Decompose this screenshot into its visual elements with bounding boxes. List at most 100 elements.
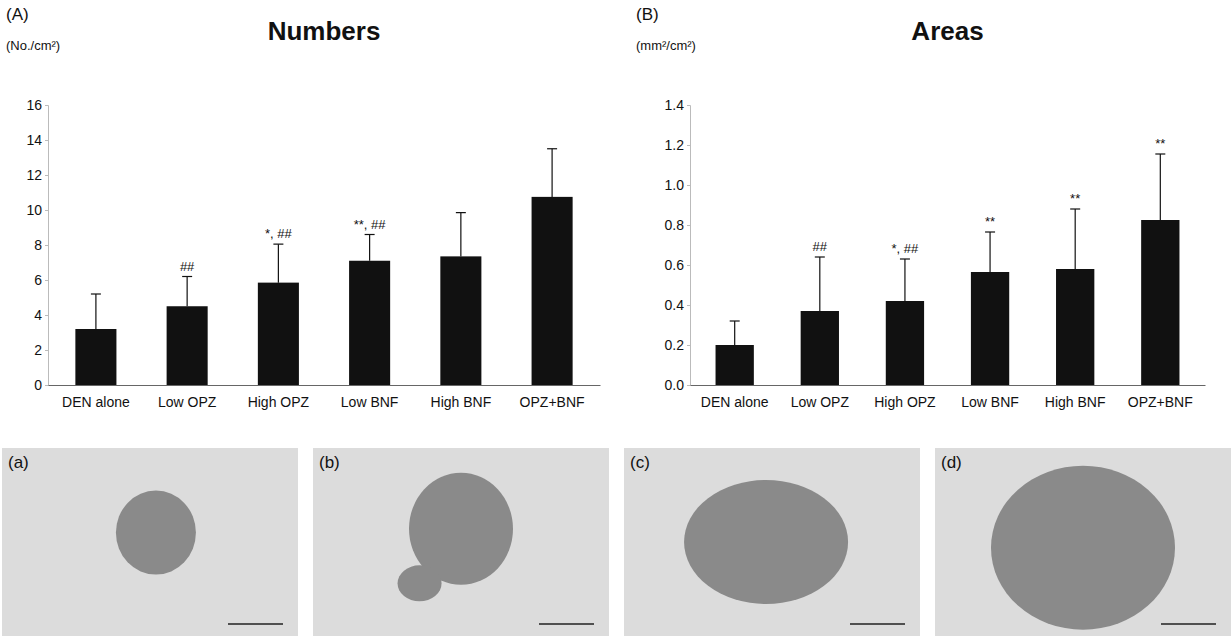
error-cap: [815, 256, 825, 257]
tick: High BNF: [431, 385, 492, 410]
error-cap: [273, 244, 283, 245]
tick-mark: [687, 225, 690, 226]
bar: [349, 261, 390, 385]
tick: 1.4: [665, 97, 690, 113]
category-label: DEN alone: [701, 394, 769, 410]
tick-label: 1.2: [665, 137, 685, 153]
significance-mark: **: [985, 214, 995, 229]
tick: High OPZ: [874, 385, 936, 410]
axis-unit-label: (No./cm²): [6, 38, 60, 53]
category-label: OPZ+BNF: [1128, 394, 1193, 410]
error-bar: [900, 259, 910, 301]
figure: (A)Numbers(No./cm²)0246810121416DEN alon…: [0, 0, 1231, 641]
tick: 1.2: [665, 137, 690, 153]
tick-label: 1.0: [665, 177, 685, 193]
error-cap: [1155, 153, 1165, 154]
bars: [75, 149, 572, 385]
lesion-shape: [398, 565, 442, 601]
axis-line: [691, 385, 1206, 386]
tick: 14: [26, 132, 48, 148]
category-label: High OPZ: [874, 394, 936, 410]
tick-mark: [45, 105, 48, 106]
tick: Low OPZ: [791, 385, 850, 410]
significance-mark: *, ##: [265, 226, 293, 241]
micrograph: (a): [2, 448, 298, 636]
lesion-shape: [991, 466, 1175, 630]
error-bar: [182, 277, 192, 307]
tick: DEN alone: [701, 385, 769, 410]
bar: [801, 311, 839, 385]
tick-label: 0.0: [665, 377, 685, 393]
tick: 1.0: [665, 177, 690, 193]
bar: [971, 272, 1009, 385]
tick-mark: [45, 245, 48, 246]
x-axis: DEN alone Low OPZ High OPZ Low BNF High BNF O…: [691, 385, 1206, 410]
tick-label: 0: [34, 377, 42, 393]
tick: OPZ+BNF: [1128, 385, 1193, 410]
error-cap: [985, 231, 995, 232]
y-axis: 0246810121416: [26, 97, 48, 393]
bar: [258, 283, 299, 385]
error-stem: [278, 244, 279, 283]
error-bar: [456, 213, 466, 257]
error-cap: [182, 276, 192, 277]
error-bar: [547, 149, 557, 197]
bar: [886, 301, 924, 385]
tick-label: 0.4: [665, 297, 685, 313]
error-cap: [730, 320, 740, 321]
chart-title: Numbers: [268, 16, 381, 46]
error-stem: [1160, 154, 1161, 220]
axis-unit-label: (mm²/cm²): [636, 38, 696, 53]
tick: 4: [34, 307, 48, 323]
tick-mark: [45, 175, 48, 176]
significance-mark: *, ##: [892, 241, 920, 256]
tick-label: 1.4: [665, 97, 685, 113]
error-bar: [273, 244, 283, 283]
image-label: (b): [319, 453, 340, 472]
bar: [1141, 220, 1179, 385]
error-stem: [460, 213, 461, 257]
tick: 0.6: [665, 257, 690, 273]
image-background: [313, 448, 609, 636]
category-label: High BNF: [1045, 394, 1106, 410]
error-bar: [91, 294, 101, 329]
error-bar: [1155, 154, 1165, 220]
tick-label: 16: [26, 97, 42, 113]
error-bar: [985, 232, 995, 272]
category-label: Low BNF: [341, 394, 399, 410]
error-stem: [551, 149, 552, 197]
error-stem: [95, 294, 96, 329]
category-label: Low BNF: [961, 394, 1019, 410]
tick-mark: [45, 385, 48, 386]
tick: Low BNF: [961, 385, 1019, 410]
image-background: [935, 448, 1231, 636]
chart-panel: (B)Areas(mm²/cm²)0.00.20.40.60.81.01.21.…: [636, 5, 1206, 410]
error-cap: [1070, 208, 1080, 209]
lesion-shape: [684, 480, 848, 604]
significance-mark: **: [1155, 136, 1165, 151]
axis-line: [687, 106, 691, 386]
bar: [716, 345, 754, 385]
category-label: Low OPZ: [158, 394, 217, 410]
micrograph: (b): [313, 448, 609, 636]
significance-mark: **: [1070, 191, 1080, 206]
x-axis: DEN aloneLow OPZHigh OPZLow BNFHigh BNFO…: [49, 385, 601, 410]
significance-mark: ##: [180, 259, 195, 274]
scale-bar: [228, 623, 283, 625]
tick: 0.2: [665, 337, 690, 353]
micrograph: (c): [624, 448, 920, 636]
tick-mark: [687, 265, 690, 266]
tick-label: 8: [34, 237, 42, 253]
image-label: (a): [8, 453, 29, 472]
tick-label: 0.6: [665, 257, 685, 273]
chart-panel: (A)Numbers(No./cm²)0246810121416DEN alon…: [6, 5, 601, 410]
axis-line: [49, 385, 601, 386]
error-cap: [456, 212, 466, 213]
bar: [532, 197, 573, 385]
tick-label: 14: [26, 132, 42, 148]
tick: 16: [26, 97, 48, 113]
y-axis: 0.00.20.40.60.81.01.21.4: [665, 97, 691, 393]
tick-label: 12: [26, 167, 42, 183]
error-cap: [365, 234, 375, 235]
error-bar: [365, 235, 375, 261]
